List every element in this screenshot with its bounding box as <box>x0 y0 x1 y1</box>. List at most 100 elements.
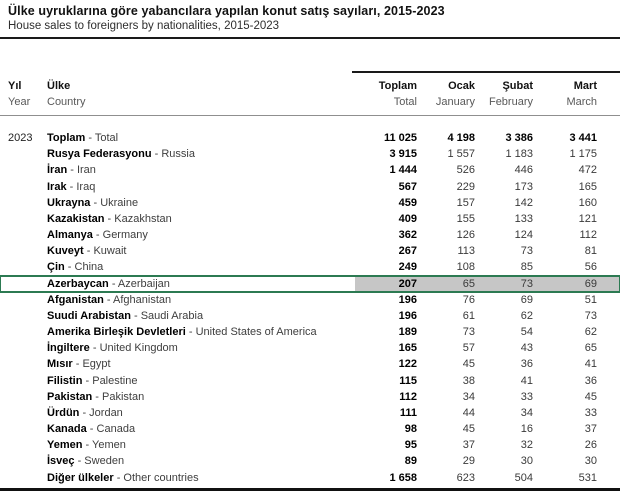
country-cell: Mısır - Egypt <box>47 356 355 372</box>
table-row[interactable]: Çin - China 249 108 85 56 <box>0 259 620 275</box>
value-cell-march: 112 <box>579 229 597 242</box>
table-row[interactable]: Irak - Iraq 567 229 173 165 <box>0 179 620 195</box>
value-cell-total: 249 <box>398 261 417 274</box>
country-name-turkish: İngiltere <box>47 342 90 355</box>
country-cell: Yemen - Yemen <box>47 437 355 453</box>
value-cell-february: 446 <box>514 164 533 177</box>
country-cell: Toplam - Total <box>47 130 355 146</box>
value-cell-total: 3 915 <box>389 148 417 161</box>
value-cell-march: 165 <box>578 180 597 193</box>
value-cell-january: 61 <box>462 309 475 322</box>
value-cell-march: 73 <box>584 309 597 322</box>
value-cell-january: 108 <box>456 261 475 274</box>
column-header-january: Ocak January <box>435 80 475 108</box>
table-row[interactable]: Almanya - Germany 362 126 124 112 <box>0 227 620 243</box>
table-row[interactable]: Kanada - Canada 98 45 16 37 <box>0 421 620 437</box>
table-row[interactable]: İsveç - Sweden 89 29 30 30 <box>0 453 620 469</box>
value-cell-total: 111 <box>399 406 417 419</box>
table-row[interactable]: Suudi Arabistan - Saudi Arabia 196 61 62 73 <box>0 308 620 324</box>
value-cell-february: 1 183 <box>505 148 533 161</box>
value-cell-february: 16 <box>520 423 533 436</box>
column-header-country: Ülke Country <box>47 80 86 108</box>
value-cell-february: 85 <box>520 261 533 274</box>
value-cell-february: 54 <box>520 326 533 339</box>
table-row[interactable]: İngiltere - United Kingdom 165 57 43 65 <box>0 340 620 356</box>
value-cell-february: 32 <box>520 439 533 452</box>
table-row[interactable]: Kuveyt - Kuwait 267 113 73 81 <box>0 243 620 259</box>
country-cell: İngiltere - United Kingdom <box>47 340 355 356</box>
country-name-english: - Yemen <box>82 439 126 452</box>
value-cell-january: 526 <box>456 164 475 177</box>
value-cell-total: 165 <box>398 342 417 355</box>
value-cell-february: 142 <box>514 196 533 209</box>
value-cell-march: 45 <box>584 390 597 403</box>
table-row[interactable]: Diğer ülkeler - Other countries 1 658 623 5… <box>0 470 620 486</box>
country-name-turkish: Ürdün <box>47 406 80 419</box>
country-cell: Kanada - Canada <box>47 421 355 437</box>
value-cell-total: 95 <box>404 439 417 452</box>
table-row[interactable]: Afganistan - Afghanistan 196 76 69 51 <box>0 292 620 308</box>
numeric-columns-top-rule <box>352 71 620 73</box>
table-row[interactable]: Rusya Federasyonu - Russia 3 915 1 557 1 18… <box>0 146 620 162</box>
table-row[interactable]: 2023 Toplam - Total 11 025 4 198 3 386 3 441 <box>0 130 620 146</box>
value-cell-january: 34 <box>462 390 475 403</box>
value-cell-january: 45 <box>462 358 475 371</box>
value-cell-total: 267 <box>398 245 417 258</box>
value-cell-total: 409 <box>398 212 417 225</box>
value-cell-january: 623 <box>456 471 475 484</box>
table-row[interactable]: Pakistan - Pakistan 112 34 33 45 <box>0 389 620 405</box>
value-cell-march: 160 <box>578 196 597 209</box>
table-row[interactable]: Yemen - Yemen 95 37 32 26 <box>0 437 620 453</box>
column-header-february: Şubat February <box>488 80 533 108</box>
value-cell-march: 81 <box>584 245 597 258</box>
table-row-selected[interactable]: Azerbaycan - Azerbaijan 207 65 73 69 <box>0 274 620 293</box>
country-name-english: - Afghanistan <box>103 293 172 306</box>
table-row[interactable]: Filistin - Palestine 115 38 41 36 <box>0 373 620 389</box>
value-cell-january: 44 <box>462 406 475 419</box>
country-name-english: - Kazakhstan <box>104 212 172 225</box>
column-header-year: Yıl Year <box>8 80 31 108</box>
table-row[interactable]: Ürdün - Jordan 111 44 34 33 <box>0 405 620 421</box>
value-cell-february: 34 <box>520 406 533 419</box>
country-name-turkish: Mısır <box>47 358 73 371</box>
country-cell: Diğer ülkeler - Other countries <box>47 470 355 486</box>
value-cell-february: 62 <box>520 309 533 322</box>
value-cell-february: 33 <box>520 390 533 403</box>
value-cell-total: 115 <box>399 374 417 387</box>
country-name-turkish: Diğer ülkeler <box>47 471 114 484</box>
value-cell-february: 3 386 <box>505 132 533 144</box>
table-row[interactable]: Amerika Birleşik Devletleri - United Sta… <box>0 324 620 340</box>
country-name-turkish: Almanya <box>47 229 93 242</box>
country-name-turkish: Irak <box>47 180 67 193</box>
title-divider <box>0 37 620 39</box>
table-row[interactable]: Ukrayna - Ukraine 459 157 142 160 <box>0 195 620 211</box>
country-cell: Pakistan - Pakistan <box>47 389 355 405</box>
country-name-english: - Saudi Arabia <box>130 309 204 322</box>
country-name-turkish: Amerika Birleşik Devletleri <box>47 326 186 339</box>
page-subtitle: House sales to foreigners by nationaliti… <box>8 20 280 32</box>
value-cell-march: 121 <box>578 212 597 225</box>
value-cell-total: 1 658 <box>389 471 417 484</box>
country-name-english: - United States of America <box>185 326 317 339</box>
country-name-english: - Kuwait <box>83 245 127 258</box>
value-cell-march: 56 <box>584 261 597 274</box>
country-name-english: - United Kingdom <box>89 342 178 355</box>
country-cell: Çin - China <box>47 259 355 275</box>
country-name-turkish: İran <box>47 164 68 177</box>
value-cell-january: 57 <box>462 342 475 355</box>
country-name-english: - Egypt <box>72 358 111 371</box>
year-cell: 2023 <box>8 132 33 144</box>
country-name-turkish: Kazakistan <box>47 212 105 225</box>
table-row[interactable]: Kazakistan - Kazakhstan 409 155 133 121 <box>0 211 620 227</box>
country-cell: Kuveyt - Kuwait <box>47 243 355 259</box>
country-name-turkish: Kanada <box>47 423 87 436</box>
value-cell-total: 196 <box>398 293 417 306</box>
country-name-english: - Ukraine <box>90 196 139 209</box>
value-cell-march: 33 <box>584 406 597 419</box>
value-cell-total: 207 <box>398 277 417 290</box>
table-row[interactable]: Mısır - Egypt 122 45 36 41 <box>0 356 620 372</box>
table-row[interactable]: İran - Iran 1 444 526 446 472 <box>0 162 620 178</box>
country-name-turkish: Suudi Arabistan <box>47 309 131 322</box>
country-name-turkish: Afganistan <box>47 293 104 306</box>
value-cell-january: 155 <box>456 212 475 225</box>
